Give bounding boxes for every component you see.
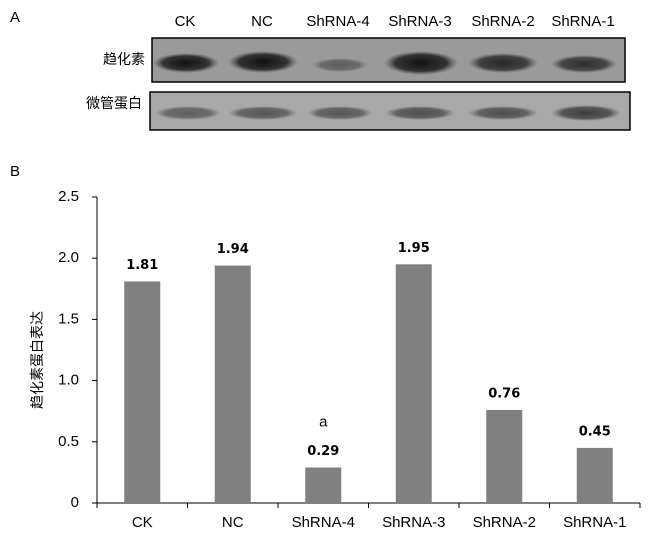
lane-label: ShRNA-3 <box>388 13 451 30</box>
x-tick-label: NC <box>222 514 244 531</box>
x-tick-label: ShRNA-2 <box>473 514 536 531</box>
y-tick-label: 1.0 <box>58 372 79 389</box>
value-label: 1.94 <box>217 242 249 257</box>
panel-label: B <box>10 163 20 180</box>
y-tick-label: 0.5 <box>58 433 79 450</box>
blot-row-label: 趋化素 <box>103 52 145 68</box>
x-tick-label: ShRNA-1 <box>563 514 626 531</box>
y-axis-title: 趋化素蛋白表达 <box>30 311 46 409</box>
annotation: a <box>319 413 328 430</box>
lane-label: CK <box>175 13 196 30</box>
x-tick-label: ShRNA-3 <box>382 514 445 531</box>
value-label: 0.29 <box>307 444 339 459</box>
value-label: 1.95 <box>398 241 430 256</box>
lane-label: ShRNA-2 <box>471 13 534 30</box>
value-label: 1.81 <box>126 258 158 273</box>
y-tick-label: 1.5 <box>58 310 79 327</box>
bar <box>486 410 522 503</box>
bar <box>215 266 251 503</box>
value-label: 0.45 <box>579 424 611 439</box>
lane-label: ShRNA-1 <box>551 13 614 30</box>
bar <box>396 264 432 503</box>
x-tick-label: CK <box>132 514 153 531</box>
bar <box>124 281 160 503</box>
bar <box>305 468 341 503</box>
blot-row-label: 微管蛋白 <box>86 96 142 112</box>
x-tick-label: ShRNA-4 <box>292 514 355 531</box>
value-label: 0.76 <box>488 386 520 401</box>
y-tick-label: 2.5 <box>58 188 79 205</box>
figure: A B 趋化素 微管蛋白 趋化素蛋白表达 CK NC ShRNA-4 ShRNA-3 S… <box>0 0 651 533</box>
lane-label: ShRNA-4 <box>306 13 369 30</box>
panel-label: A <box>10 9 20 26</box>
y-tick-label: 0 <box>71 494 79 511</box>
y-tick-label: 2.0 <box>58 249 79 266</box>
bar <box>577 448 613 503</box>
lane-label: NC <box>251 13 273 30</box>
